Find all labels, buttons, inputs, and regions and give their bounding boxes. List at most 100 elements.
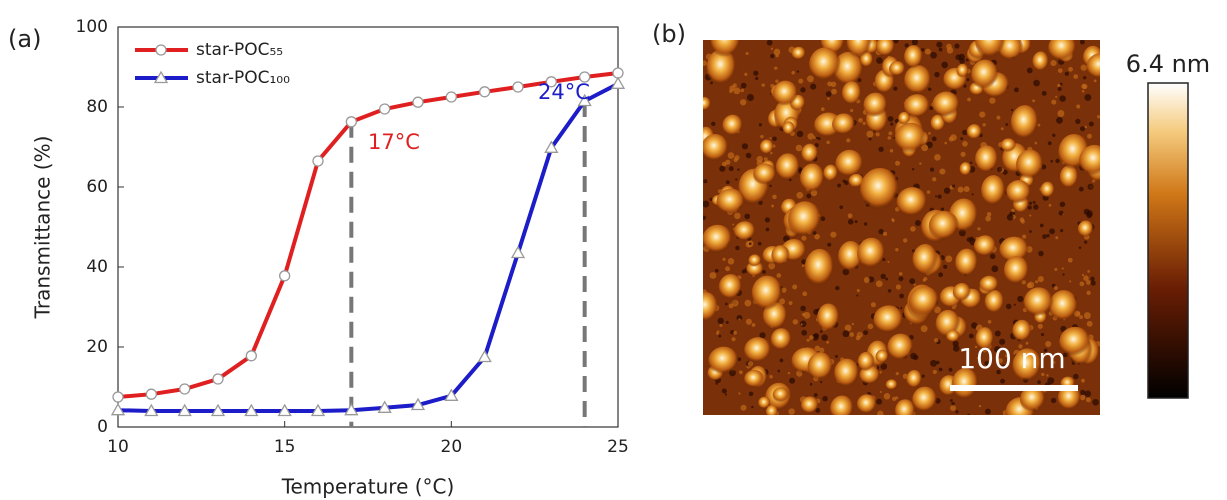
afm-grain [1081, 83, 1087, 89]
legend-label: star-POC₁₀₀ [196, 68, 290, 88]
afm-grain [725, 320, 729, 324]
afm-grain [1041, 90, 1047, 96]
afm-grain [1025, 341, 1029, 345]
afm-bump [912, 243, 939, 277]
afm-bump [894, 122, 927, 155]
afm-grain [878, 228, 884, 235]
data-point [112, 391, 124, 403]
afm-grain [950, 134, 957, 141]
annotation: 17°C [368, 130, 420, 154]
afm-bump [1057, 385, 1082, 412]
afm-grain [770, 47, 774, 50]
afm-grain [802, 291, 808, 297]
afm-grain [741, 143, 749, 150]
afm-grain [827, 81, 833, 87]
afm-bump [974, 145, 999, 175]
afm-grain [895, 160, 901, 166]
afm-grain [934, 71, 940, 78]
afm-grain [1000, 127, 1004, 131]
afm-bump [816, 303, 840, 333]
afm-grain [1018, 344, 1023, 349]
afm-bump [800, 396, 819, 415]
afm-grain [801, 259, 807, 265]
afm-grain [770, 53, 775, 59]
afm-grain [1081, 378, 1085, 383]
y-tick-label: 20 [86, 337, 108, 357]
afm-grain [803, 311, 811, 319]
afm-bump [1048, 40, 1078, 63]
afm-grain [951, 401, 955, 406]
x-axis-title: Temperature (°C) [281, 475, 455, 499]
afm-bump [857, 237, 886, 270]
afm-bump [1023, 287, 1054, 319]
afm-bump [1079, 144, 1100, 177]
afm-grain [1047, 377, 1055, 385]
afm-bump [903, 65, 933, 97]
data-point [510, 245, 526, 259]
afm-bump [912, 386, 938, 414]
data-point [477, 349, 492, 363]
afm-bump [979, 275, 999, 294]
afm-grain [967, 97, 971, 102]
afm-bump [708, 346, 740, 376]
afm-bump [885, 379, 898, 391]
afm-grain [1005, 123, 1009, 126]
afm-grain [960, 151, 966, 157]
afm-grain [892, 396, 897, 402]
afm-grain [740, 88, 745, 93]
afm-grain [939, 168, 946, 175]
afm-grain [1059, 201, 1066, 208]
afm-grain [725, 180, 730, 185]
afm-grain [1055, 236, 1059, 240]
afm-grain [1010, 108, 1014, 112]
afm-grain [769, 184, 772, 188]
afm-grain [703, 179, 708, 184]
afm-bump [873, 305, 905, 335]
afm-grain [887, 116, 894, 122]
afm-grain [883, 392, 891, 400]
afm-bump [807, 352, 834, 382]
afm-grain [711, 121, 716, 127]
afm-grain [1047, 141, 1052, 146]
afm-grain [827, 242, 832, 247]
afm-grain [994, 346, 1001, 353]
afm-grain [962, 129, 968, 136]
afm-grain [831, 88, 837, 95]
scale-bar-label: 100 nm [958, 342, 1065, 375]
data-point [277, 403, 292, 417]
afm-grain [1088, 121, 1094, 127]
afm-grain [889, 149, 894, 153]
afm-grain [854, 220, 858, 224]
afm-grain [946, 47, 954, 54]
afm-grain [1069, 280, 1072, 283]
afm-bump [1010, 105, 1040, 142]
afm-grain [1037, 380, 1041, 385]
afm-grain [796, 130, 804, 138]
afm-grain [819, 330, 823, 333]
afm-grain [796, 70, 800, 73]
afm-grain [930, 51, 937, 59]
afm-grain [796, 191, 804, 199]
afm-bump [932, 91, 961, 119]
afm-bump [975, 40, 1006, 60]
afm-grain [1050, 397, 1057, 404]
afm-grain [1039, 223, 1044, 228]
afm-grain [936, 41, 943, 48]
afm-grain [931, 136, 937, 142]
afm-grain [806, 338, 810, 342]
afm-grain [766, 40, 773, 46]
afm-bump [846, 40, 873, 60]
afm-grain [777, 369, 781, 373]
afm-grain [1084, 94, 1092, 101]
afm-bump [956, 63, 969, 79]
data-point [310, 403, 326, 417]
afm-grain [825, 91, 832, 97]
afm-grain [911, 249, 915, 253]
afm-grain [801, 329, 808, 336]
afm-grain [779, 358, 784, 363]
data-point [210, 403, 226, 417]
afm-grain [813, 332, 820, 339]
afm-bump [966, 124, 983, 141]
afm-grain [1059, 95, 1066, 102]
afm-grain [994, 330, 1001, 337]
